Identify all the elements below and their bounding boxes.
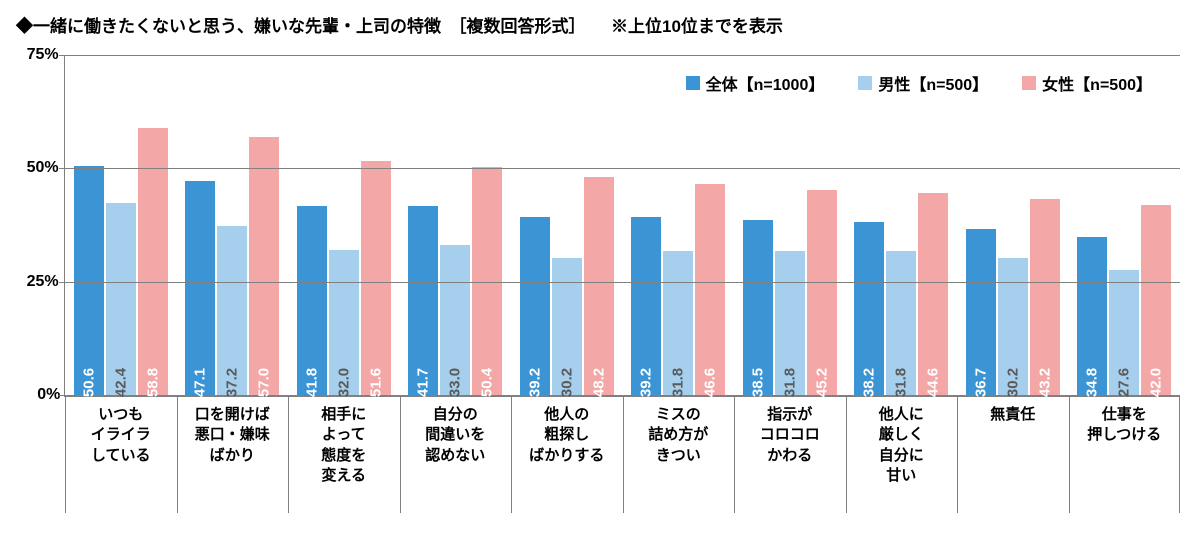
bar: 47.1 bbox=[185, 181, 215, 395]
legend-label: 全体【n=1000】 bbox=[706, 71, 825, 95]
bar: 31.8 bbox=[775, 251, 805, 395]
bar-value-label: 41.7 bbox=[415, 368, 432, 397]
bar-group: 41.832.051.6相手に よって 態度を 変える bbox=[288, 55, 400, 395]
bar-group: 39.230.248.2他人の 粗探し ばかりする bbox=[511, 55, 623, 395]
bar: 31.8 bbox=[886, 251, 916, 395]
bar: 51.6 bbox=[361, 161, 391, 395]
bar-value-label: 51.6 bbox=[367, 368, 384, 397]
bar-group: 41.733.050.4自分の 間違いを 認めない bbox=[400, 55, 512, 395]
bar: 41.7 bbox=[408, 206, 438, 395]
bar: 27.6 bbox=[1109, 270, 1139, 395]
bar-value-label: 30.2 bbox=[1004, 368, 1021, 397]
bar-value-label: 27.6 bbox=[1116, 368, 1133, 397]
bar: 33.0 bbox=[440, 245, 470, 395]
category-label: 相手に よって 態度を 変える bbox=[288, 395, 400, 486]
legend-swatch bbox=[1022, 76, 1036, 90]
bar-value-label: 48.2 bbox=[590, 368, 607, 397]
bar-value-label: 41.8 bbox=[303, 368, 320, 397]
bar-value-label: 43.2 bbox=[1036, 368, 1053, 397]
category-label: 他人の 粗探し ばかりする bbox=[511, 395, 623, 466]
bar: 44.6 bbox=[918, 193, 948, 395]
bar-chart: 50.6 42.4 58.8いつも イライラ している 47.1 37.2 57.0口を開… bbox=[16, 47, 1184, 527]
legend-label: 女性【n=500】 bbox=[1042, 71, 1152, 95]
category-label: いつも イライラ している bbox=[65, 395, 177, 466]
bar-value-label: 31.8 bbox=[893, 368, 910, 397]
bar-group: 38.531.845.2指示が コロコロ かわる bbox=[734, 55, 846, 395]
bar-value-label: 47.1 bbox=[192, 368, 209, 397]
bar: 45.2 bbox=[807, 190, 837, 395]
y-axis-label: 50% bbox=[27, 159, 59, 177]
bar-value-label: 46.6 bbox=[702, 368, 719, 397]
bar-group: 39.231.846.6ミスの 詰め方が きつい bbox=[623, 55, 735, 395]
bar-value-label: 44.6 bbox=[925, 368, 942, 397]
bar-value-label: 42.4 bbox=[112, 368, 129, 397]
bar-value-label: 50.6 bbox=[80, 368, 97, 397]
bar: 48.2 bbox=[584, 177, 614, 396]
bar-value-label: 38.2 bbox=[861, 368, 878, 397]
bar-value-label: 50.4 bbox=[479, 368, 496, 397]
bar-group: 50.642.458.8いつも イライラ している bbox=[65, 55, 177, 395]
bar: 57.0 bbox=[249, 137, 279, 395]
bar-value-label: 58.8 bbox=[144, 368, 161, 397]
plot-area: 50.642.458.8いつも イライラ している47.137.257.0口を開… bbox=[64, 55, 1180, 397]
y-axis-label: 25% bbox=[27, 273, 59, 291]
bar-value-label: 33.0 bbox=[447, 368, 464, 397]
bar-value-label: 39.2 bbox=[638, 368, 655, 397]
bar: 31.8 bbox=[663, 251, 693, 395]
bar: 34.8 bbox=[1077, 237, 1107, 395]
bar-value-label: 31.8 bbox=[670, 368, 687, 397]
bar-value-label: 57.0 bbox=[256, 368, 273, 397]
legend-label: 男性【n=500】 bbox=[878, 71, 988, 95]
category-label: 自分の 間違いを 認めない bbox=[400, 395, 512, 466]
bar-value-label: 32.0 bbox=[335, 368, 352, 397]
bar: 50.6 bbox=[74, 166, 104, 395]
bar: 30.2 bbox=[552, 258, 582, 395]
category-label: 指示が コロコロ かわる bbox=[734, 395, 846, 466]
y-axis-label: 75% bbox=[27, 46, 59, 64]
grid-line bbox=[65, 168, 1180, 169]
bar: 41.8 bbox=[297, 206, 327, 395]
chart-title: ◆一緒に働きたくないと思う、嫌いな先輩・上司の特徴 ［複数回答形式］ ※上位10… bbox=[16, 12, 1184, 37]
y-axis-label: 0% bbox=[37, 386, 60, 404]
bar-groups: 50.642.458.8いつも イライラ している47.137.257.0口を開… bbox=[65, 55, 1180, 395]
bar: 42.0 bbox=[1141, 205, 1171, 395]
bar-value-label: 39.2 bbox=[526, 368, 543, 397]
bar-group: 38.231.844.6他人に 厳しく 自分に 甘い bbox=[846, 55, 958, 395]
category-label: 口を開けば 悪口・嫌味 ばかり bbox=[177, 395, 289, 466]
bar: 38.2 bbox=[854, 222, 884, 395]
category-label: 無責任 bbox=[957, 395, 1069, 425]
legend: 全体【n=1000】 男性【n=500】 女性【n=500】 bbox=[678, 67, 1160, 99]
grid-line bbox=[65, 282, 1180, 283]
bar: 39.2 bbox=[631, 217, 661, 395]
legend-item: 女性【n=500】 bbox=[1022, 71, 1152, 95]
legend-item: 全体【n=1000】 bbox=[686, 71, 825, 95]
category-label: 仕事を 押しつける bbox=[1069, 395, 1181, 446]
bar-group: 47.137.257.0口を開けば 悪口・嫌味 ばかり bbox=[177, 55, 289, 395]
bar: 46.6 bbox=[695, 184, 725, 395]
bar-group: 36.730.243.2無責任 bbox=[957, 55, 1069, 395]
bar: 43.2 bbox=[1030, 199, 1060, 395]
legend-swatch bbox=[686, 76, 700, 90]
bar: 36.7 bbox=[966, 229, 996, 395]
bar-value-label: 31.8 bbox=[781, 368, 798, 397]
bar: 37.2 bbox=[217, 226, 247, 395]
bar: 32.0 bbox=[329, 250, 359, 395]
bar-value-label: 37.2 bbox=[224, 368, 241, 397]
legend-swatch bbox=[858, 76, 872, 90]
category-label: ミスの 詰め方が きつい bbox=[623, 395, 735, 466]
bar: 39.2 bbox=[520, 217, 550, 395]
bar-value-label: 42.0 bbox=[1148, 368, 1165, 397]
bar-value-label: 45.2 bbox=[813, 368, 830, 397]
grid-line bbox=[65, 55, 1180, 56]
bar-group: 34.827.642.0仕事を 押しつける bbox=[1069, 55, 1181, 395]
bar-value-label: 30.2 bbox=[558, 368, 575, 397]
bar: 30.2 bbox=[998, 258, 1028, 395]
category-label: 他人に 厳しく 自分に 甘い bbox=[846, 395, 958, 486]
bar-value-label: 34.8 bbox=[1084, 368, 1101, 397]
bar: 42.4 bbox=[106, 203, 136, 395]
bar-value-label: 38.5 bbox=[749, 368, 766, 397]
bar: 38.5 bbox=[743, 220, 773, 395]
bar-value-label: 36.7 bbox=[972, 368, 989, 397]
legend-item: 男性【n=500】 bbox=[858, 71, 988, 95]
